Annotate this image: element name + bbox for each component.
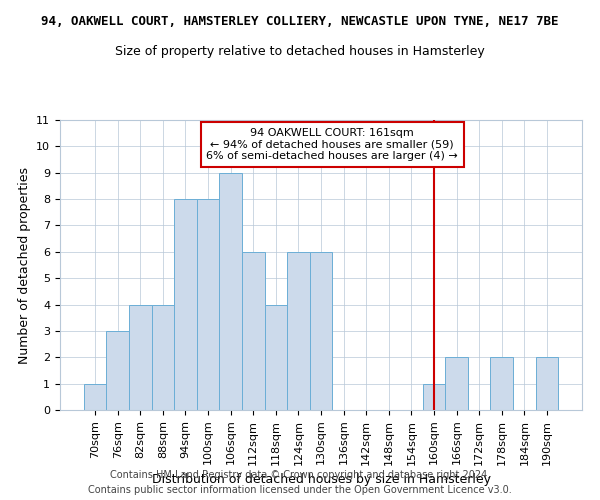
Bar <box>129 304 152 410</box>
Text: 94, OAKWELL COURT, HAMSTERLEY COLLIERY, NEWCASTLE UPON TYNE, NE17 7BE: 94, OAKWELL COURT, HAMSTERLEY COLLIERY, … <box>41 15 559 28</box>
Bar <box>310 252 332 410</box>
Text: Size of property relative to detached houses in Hamsterley: Size of property relative to detached ho… <box>115 45 485 58</box>
Bar <box>174 199 197 410</box>
Bar <box>536 358 558 410</box>
Bar <box>422 384 445 410</box>
Bar <box>242 252 265 410</box>
X-axis label: Distribution of detached houses by size in Hamsterley: Distribution of detached houses by size … <box>151 473 491 486</box>
Bar <box>445 358 468 410</box>
Y-axis label: Number of detached properties: Number of detached properties <box>18 166 31 364</box>
Bar <box>265 304 287 410</box>
Bar <box>197 199 220 410</box>
Bar <box>490 358 513 410</box>
Bar <box>287 252 310 410</box>
Bar <box>152 304 174 410</box>
Text: Contains HM Land Registry data © Crown copyright and database right 2024.: Contains HM Land Registry data © Crown c… <box>110 470 490 480</box>
Bar <box>220 172 242 410</box>
Bar <box>84 384 106 410</box>
Text: 94 OAKWELL COURT: 161sqm
← 94% of detached houses are smaller (59)
6% of semi-de: 94 OAKWELL COURT: 161sqm ← 94% of detach… <box>206 128 458 161</box>
Bar <box>106 331 129 410</box>
Text: Contains public sector information licensed under the Open Government Licence v3: Contains public sector information licen… <box>88 485 512 495</box>
